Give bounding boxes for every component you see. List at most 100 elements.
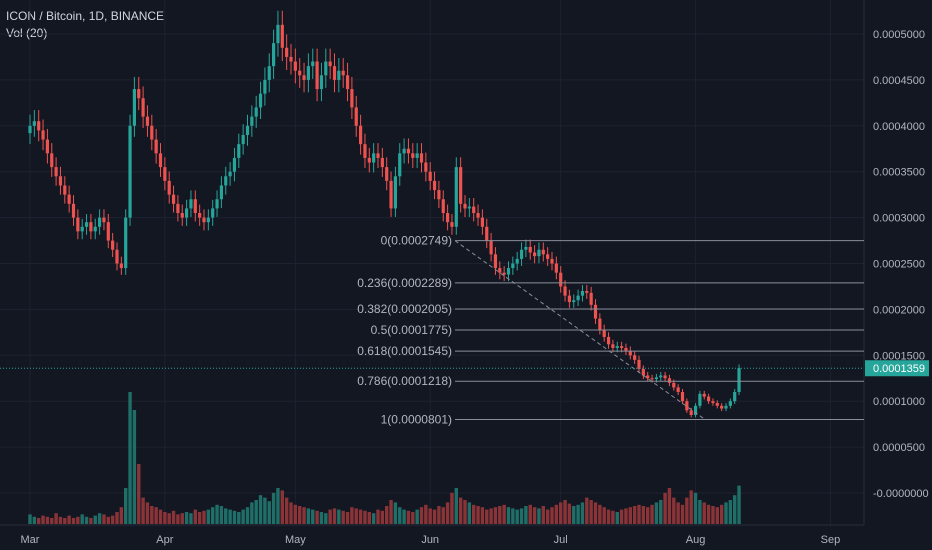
candle-body[interactable] [663,375,667,379]
candle-body[interactable] [37,121,41,131]
candle-body[interactable] [641,369,645,376]
candle-body[interactable] [163,167,167,181]
candle-body[interactable] [659,375,663,378]
candle-body[interactable] [258,93,263,108]
candle-body[interactable] [628,350,632,356]
candle-body[interactable] [354,107,358,126]
candle-body[interactable] [506,268,511,275]
candle-body[interactable] [319,75,324,90]
candle-body[interactable] [215,199,219,209]
candle-body[interactable] [137,89,141,99]
candle-body[interactable] [685,401,689,411]
candle-body[interactable] [419,153,424,163]
candle-body[interactable] [119,263,123,269]
candle-body[interactable] [102,217,106,223]
candle-body[interactable] [111,240,115,250]
candle-body[interactable] [424,162,428,172]
candle-body[interactable] [624,347,628,351]
candle-body[interactable] [98,217,102,227]
candle-body[interactable] [63,185,67,195]
candle-body[interactable] [711,401,715,404]
candle-body[interactable] [185,208,189,218]
candle-body[interactable] [367,157,371,163]
candle-body[interactable] [193,199,197,214]
candle-body[interactable] [402,148,406,154]
candle-body[interactable] [637,359,641,370]
candle-body[interactable] [537,249,541,257]
candle-body[interactable] [28,125,32,134]
candle-body[interactable] [289,56,293,62]
candle-body[interactable] [611,344,615,348]
candle-body[interactable] [502,272,506,275]
candle-body[interactable] [602,329,606,337]
candle-body[interactable] [254,107,258,117]
candle-body[interactable] [280,24,284,48]
candle-body[interactable] [724,405,728,409]
candle-body[interactable] [598,318,602,330]
candle-body[interactable] [450,222,454,227]
candle-body[interactable] [245,125,250,135]
candle-body[interactable] [485,226,489,241]
candle-body[interactable] [615,346,619,348]
candle-body[interactable] [154,139,158,154]
candle-body[interactable] [646,375,650,379]
candle-body[interactable] [406,148,411,154]
candle-body[interactable] [345,75,350,90]
candle-body[interactable] [124,217,128,269]
candle-body[interactable] [428,171,432,181]
candle-body[interactable] [80,226,84,232]
candle-body[interactable] [267,66,271,80]
candle-body[interactable] [293,61,297,71]
candle-body[interactable] [272,43,276,67]
candle-body[interactable] [219,185,223,200]
candle-body[interactable] [276,24,280,44]
candle-body[interactable] [372,153,376,163]
candle-body[interactable] [385,167,389,181]
candle-body[interactable] [554,263,558,273]
candle-body[interactable] [302,75,306,80]
candle-body[interactable] [93,226,97,232]
candle-body[interactable] [559,272,563,287]
candle-body[interactable] [328,61,332,67]
candle-body[interactable] [363,144,367,158]
candle-body[interactable] [332,66,337,80]
candle-body[interactable] [698,393,702,406]
fib-trend-line[interactable] [454,240,706,420]
candle-body[interactable] [524,246,528,250]
volume-indicator-label[interactable]: Vol (20) [6,26,48,40]
candle-body[interactable] [533,252,537,257]
candle-body[interactable] [150,125,154,140]
candle-body[interactable] [89,222,93,232]
candle-body[interactable] [167,180,171,195]
candle-body[interactable] [324,61,328,76]
candle-body[interactable] [84,222,89,227]
candle-body[interactable] [176,203,180,214]
candle-body[interactable] [311,61,315,67]
candle-body[interactable] [489,240,493,255]
candle-body[interactable] [198,213,202,218]
candle-body[interactable] [472,206,476,214]
candle-body[interactable] [171,194,176,204]
candle-body[interactable] [650,378,654,380]
candle-body[interactable] [606,336,611,345]
candle-body[interactable] [572,300,576,303]
candle-body[interactable] [567,295,571,303]
candle-body[interactable] [50,153,54,168]
candle-body[interactable] [189,199,193,209]
candle-body[interactable] [411,153,415,158]
candle-body[interactable] [250,116,254,126]
candle-body[interactable] [237,144,241,158]
candle-body[interactable] [467,206,471,209]
candle-body[interactable] [550,258,554,264]
candle-body[interactable] [228,171,232,177]
candle-body[interactable] [546,254,550,259]
candle-body[interactable] [528,246,532,253]
candle-body[interactable] [54,167,58,177]
candle-body[interactable] [206,217,210,223]
candle-body[interactable] [476,213,480,218]
candle-body[interactable] [132,89,136,126]
candle-body[interactable] [511,263,515,269]
candle-body[interactable] [441,199,445,214]
candle-body[interactable] [715,403,719,406]
candle-body[interactable] [633,355,637,360]
